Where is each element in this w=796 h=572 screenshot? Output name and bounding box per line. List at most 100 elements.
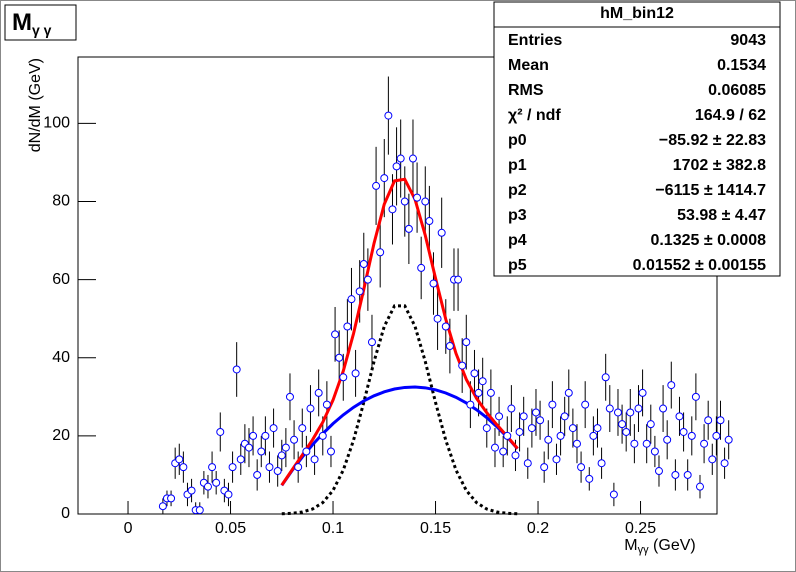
fit-curve — [281, 304, 518, 516]
data-point — [343, 322, 352, 331]
data-point — [490, 443, 499, 452]
data-point — [277, 451, 286, 460]
data-point — [572, 439, 581, 448]
data-point — [445, 342, 454, 351]
data-point — [195, 506, 204, 515]
data-point — [466, 400, 475, 409]
data-point — [478, 377, 487, 386]
data-point — [236, 455, 245, 464]
stats-value: 9043 — [730, 32, 766, 49]
title-sub: γ γ — [32, 22, 52, 38]
data-point — [392, 162, 401, 171]
data-point — [400, 197, 409, 206]
data-point — [302, 447, 311, 456]
data-point — [585, 474, 594, 483]
stats-label: χ² / ndf — [508, 107, 561, 124]
x-tick-label: 0.05 — [215, 520, 246, 537]
data-point — [679, 427, 688, 436]
data-point — [720, 459, 729, 468]
data-point — [515, 427, 524, 436]
data-point — [716, 416, 725, 425]
data-point — [646, 420, 655, 429]
data-point — [683, 470, 692, 479]
data-point — [470, 369, 479, 378]
data-point — [224, 490, 233, 499]
stats-label: Mean — [508, 57, 549, 74]
data-point — [630, 439, 639, 448]
data-point — [216, 427, 225, 436]
stats-label: p3 — [508, 207, 527, 224]
stats-value: −85.92 ± 22.83 — [659, 132, 766, 149]
stats-title: hM_bin12 — [600, 5, 674, 22]
stats-frame — [493, 1, 781, 277]
stats-value: 1702 ± 382.8 — [673, 157, 766, 174]
data-point — [626, 408, 635, 417]
data-point — [306, 404, 315, 413]
stats-label: p2 — [508, 182, 527, 199]
data-point — [322, 400, 331, 409]
stats-value: 0.1325 ± 0.0008 — [650, 232, 766, 249]
data-point — [605, 404, 614, 413]
x-label-main: M — [624, 537, 637, 554]
data-point — [347, 295, 356, 304]
data-point — [175, 455, 184, 464]
data-point — [552, 455, 561, 464]
y-axis-label: dN/dM (GeV) — [27, 58, 44, 152]
stats-value: 0.1534 — [717, 57, 766, 74]
data-point — [581, 400, 590, 409]
data-point — [203, 482, 212, 491]
stats-value: 53.98 ± 4.47 — [677, 207, 766, 224]
data-point — [441, 322, 450, 331]
data-point — [417, 263, 426, 272]
data-point — [671, 470, 680, 479]
data-point — [187, 486, 196, 495]
data-point — [593, 424, 602, 433]
data-point — [179, 463, 188, 472]
data-point — [634, 404, 643, 413]
stats-label: p4 — [508, 232, 527, 249]
y-tick-label: 20 — [52, 427, 70, 444]
data-point — [654, 467, 663, 476]
stats-value: 0.06085 — [708, 82, 766, 99]
data-point — [519, 412, 528, 421]
data-point — [650, 447, 659, 456]
y-tick-label: 40 — [52, 349, 70, 366]
x-tick-label: 0.15 — [420, 520, 451, 537]
data-point — [355, 287, 364, 296]
data-point — [351, 369, 360, 378]
x-tick-label: 0.2 — [527, 520, 549, 537]
data-point — [560, 412, 569, 421]
data-point — [384, 111, 393, 120]
data-point — [499, 447, 508, 456]
data-point — [618, 420, 627, 429]
data-point — [257, 447, 266, 456]
data-point — [556, 431, 565, 440]
title: Mγ γ — [12, 9, 52, 37]
data-point — [659, 404, 668, 413]
x-axis-label: Mγγ (GeV) — [624, 537, 695, 556]
data-point — [167, 494, 176, 503]
data-point — [667, 381, 676, 390]
data-point — [589, 431, 598, 440]
data-point — [691, 392, 700, 401]
data-point — [429, 279, 438, 288]
data-point — [675, 412, 684, 421]
data-point — [331, 330, 340, 339]
title-box — [4, 4, 77, 41]
data-point — [503, 431, 512, 440]
stats-box: hM_bin12 Entries 9043 Mean 0.1534 RMS 0.06085… — [493, 1, 781, 277]
stats-label: p0 — [508, 132, 527, 149]
data-point — [536, 416, 545, 425]
data-point — [531, 408, 540, 417]
data-point — [568, 424, 577, 433]
stats-value: 0.01552 ± 0.00155 — [633, 257, 766, 274]
data-point — [261, 431, 270, 440]
data-point — [367, 338, 376, 347]
data-point — [433, 314, 442, 323]
stats-label: p1 — [508, 157, 527, 174]
fit-curve — [280, 177, 519, 486]
data-point — [339, 373, 348, 382]
data-point — [712, 431, 721, 440]
data-point — [642, 439, 651, 448]
data-point — [597, 459, 606, 468]
